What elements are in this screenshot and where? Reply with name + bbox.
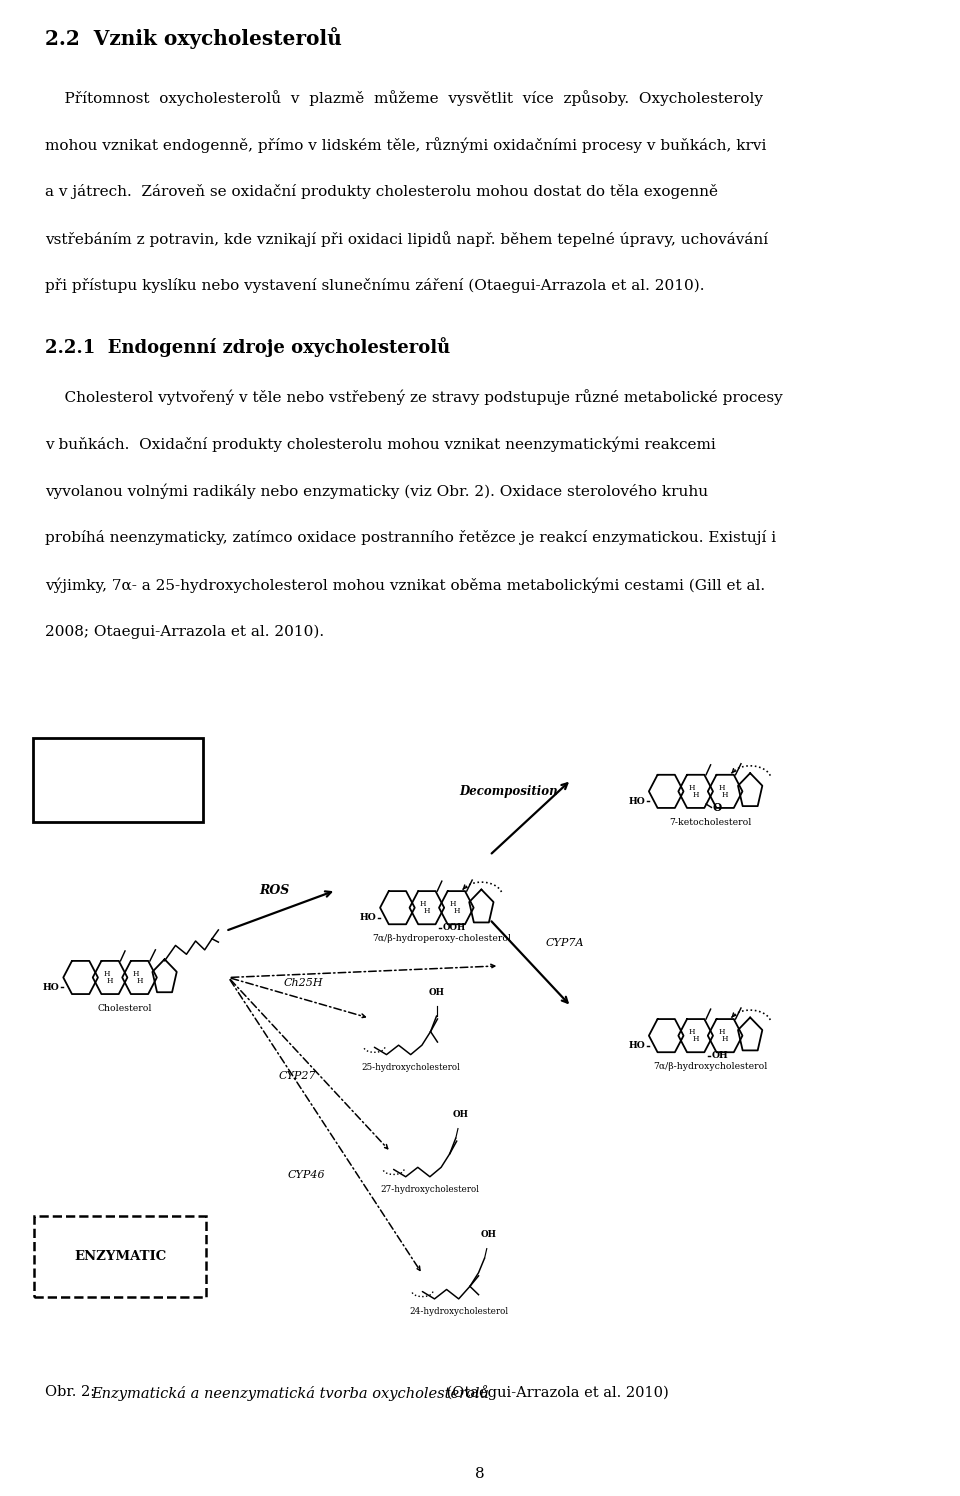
Text: NON-ENZYMATIC: NON-ENZYMATIC	[50, 773, 184, 787]
Text: Cholesterol: Cholesterol	[98, 1004, 152, 1013]
Text: HO: HO	[629, 797, 645, 806]
Text: H: H	[688, 784, 695, 791]
Text: H: H	[136, 977, 143, 984]
Text: Přítomnost  oxycholesterolů  v  plazmě  můžeme  vysvětlit  více  způsoby.  Oxych: Přítomnost oxycholesterolů v plazmě může…	[45, 90, 763, 106]
Text: (Otaegui-Arrazola et al. 2010): (Otaegui-Arrazola et al. 2010)	[442, 1385, 668, 1400]
Text: 27-hydroxycholesterol: 27-hydroxycholesterol	[380, 1185, 479, 1194]
Text: H: H	[107, 977, 113, 984]
Text: výjimky, 7α- a 25-hydroxycholesterol mohou vznikat oběma metabolickými cestami (: výjimky, 7α- a 25-hydroxycholesterol moh…	[45, 577, 765, 592]
Text: H: H	[423, 907, 430, 916]
FancyBboxPatch shape	[33, 738, 203, 821]
Text: ENZYMATIC: ENZYMATIC	[74, 1251, 166, 1263]
Text: Obr. 2:: Obr. 2:	[45, 1385, 100, 1399]
Text: CYP46: CYP46	[288, 1170, 325, 1180]
Text: HO: HO	[629, 1041, 645, 1050]
Text: ROS: ROS	[259, 884, 290, 896]
Text: v buňkách.  Oxidační produkty cholesterolu mohou vznikat neenzymatickými reakce: v buňkách. Oxidační produkty cholestero…	[45, 437, 716, 452]
Text: OH: OH	[711, 1052, 728, 1061]
Text: 24-hydroxycholesterol: 24-hydroxycholesterol	[409, 1308, 508, 1316]
Text: H: H	[449, 901, 456, 908]
Text: probíhá neenzymaticky, zatímco oxidace postranního řetězce je reakcí enzymaticko: probíhá neenzymaticky, zatímco oxidace p…	[45, 530, 777, 546]
Text: 7α/β-hydroxycholesterol: 7α/β-hydroxycholesterol	[653, 1062, 768, 1071]
Text: HO: HO	[360, 913, 376, 922]
Text: OH: OH	[428, 987, 444, 996]
Text: 7α/β-hydroperoxy-cholesterol: 7α/β-hydroperoxy-cholesterol	[372, 934, 511, 942]
Text: Ch25H: Ch25H	[283, 978, 323, 989]
Text: 8: 8	[475, 1468, 485, 1481]
Text: H: H	[103, 971, 109, 978]
Text: H: H	[692, 791, 699, 799]
Text: H: H	[688, 1028, 695, 1037]
Text: 7-ketocholesterol: 7-ketocholesterol	[669, 818, 752, 827]
Text: H: H	[692, 1035, 699, 1043]
Text: Enzymatická a neenzymatická tvorba oxycholesterolů: Enzymatická a neenzymatická tvorba oxych…	[91, 1385, 489, 1402]
Text: OH: OH	[452, 1110, 468, 1119]
Text: 2008; Otaegui-Arrazola et al. 2010).: 2008; Otaegui-Arrazola et al. 2010).	[45, 624, 324, 639]
Text: a v játrech.  Zároveň se oxidační produkty cholesterolu mohou dostat do těla ex: a v játrech. Zároveň se oxidační produk…	[45, 184, 718, 199]
Text: 25-hydroxycholesterol: 25-hydroxycholesterol	[361, 1064, 460, 1073]
Text: Decomposition: Decomposition	[460, 785, 558, 797]
Text: H: H	[722, 1035, 729, 1043]
Text: vstřebáním z potravin, kde vznikají při oxidaci lipidů např. během tepelné úprav: vstřebáním z potravin, kde vznikají při …	[45, 232, 768, 247]
Text: mohou vznikat endogenně, přímo v lidském těle, různými oxidačními procesy v buň: mohou vznikat endogenně, přímo v lidském…	[45, 138, 766, 153]
Text: Cholesterol vytvořený v těle nebo vstřebený ze stravy podstupuje různé metabolic: Cholesterol vytvořený v těle nebo vstřeb…	[45, 389, 782, 405]
Text: H: H	[718, 784, 725, 791]
Text: H: H	[132, 971, 139, 978]
Text: OOH: OOH	[443, 923, 466, 932]
Text: H: H	[420, 901, 426, 908]
Text: HO: HO	[43, 983, 60, 992]
Text: OH: OH	[481, 1230, 497, 1239]
Text: při přístupu kyslíku nebo vystavení slunečnímu záření (Otaegui-Arrazola et al. : při přístupu kyslíku nebo vystavení slun…	[45, 278, 705, 293]
Text: 2.2.1  Endogenní zdroje oxycholesterolů: 2.2.1 Endogenní zdroje oxycholesterolů	[45, 337, 450, 356]
Text: H: H	[722, 791, 729, 799]
Text: H: H	[453, 907, 460, 916]
Text: CYP27: CYP27	[278, 1071, 316, 1082]
Text: 2.2  Vznik oxycholesterolů: 2.2 Vznik oxycholesterolů	[45, 27, 342, 49]
Text: vyvolanou volnými radikály nebo enzymaticky (viz Obr. 2). Oxidace sterolového kr: vyvolanou volnými radikály nebo enzymati…	[45, 483, 708, 498]
Text: H: H	[718, 1028, 725, 1037]
Text: CYP7A: CYP7A	[545, 938, 584, 947]
Text: O: O	[712, 802, 722, 812]
